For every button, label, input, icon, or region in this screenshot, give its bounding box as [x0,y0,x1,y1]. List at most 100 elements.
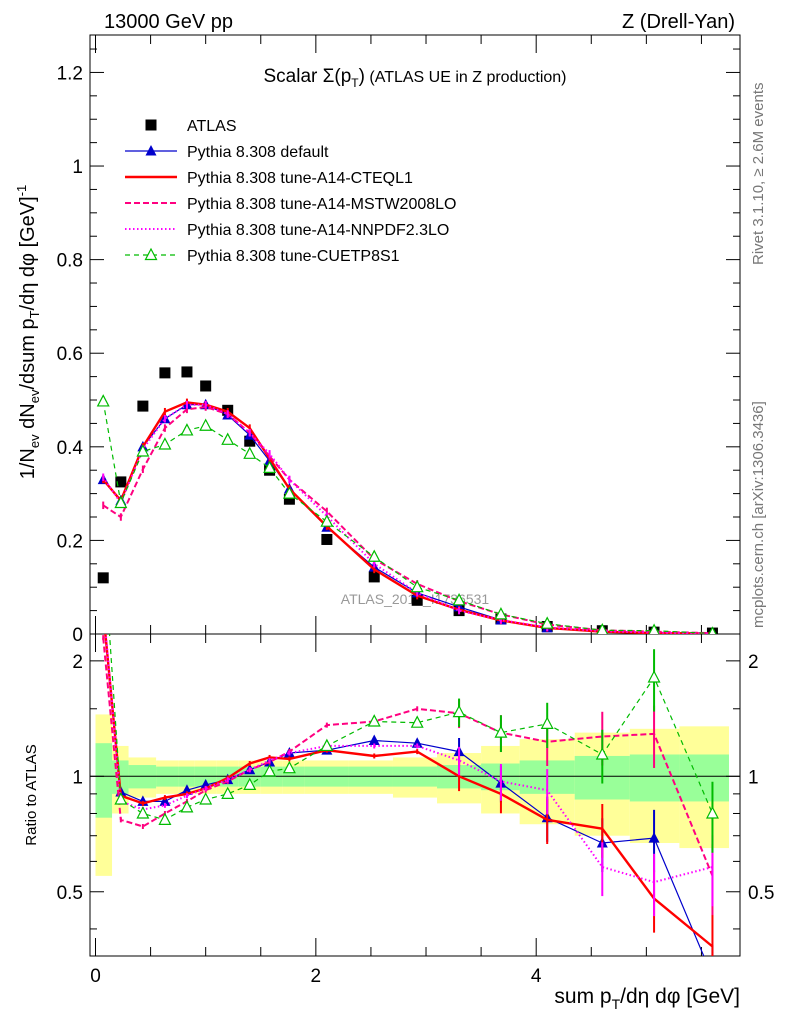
ratio-y-tick-label-right: 1 [748,767,759,788]
legend-item-cteql1: Pythia 8.308 tune-A14-CTEQL1 [125,170,413,187]
point-cuetp [367,549,381,562]
main-title-prefix: Scalar [263,66,322,87]
main-y-tick-label: 0.8 [57,251,83,272]
legend-label-cuetp: Pythia 8.308 tune-CUETP8S1 [187,248,400,265]
point-cuetp [540,616,554,629]
point-cuetp [282,760,296,774]
point-atlas [244,435,256,447]
point-cuetp [263,460,277,473]
legend-marker-cuetp [144,247,158,261]
point-cuetp [452,593,466,606]
legend-label-cteql1: Pythia 8.308 tune-A14-CTEQL1 [187,170,413,187]
legend-label-atlas: ATLAS [187,118,237,135]
main-y-tick-label: 0.4 [57,438,84,459]
main-y-tick-label: 0 [72,625,83,646]
point-cuetp [136,444,150,457]
point-atlas [283,493,295,505]
point-default [368,734,380,745]
point-cuetp [452,704,466,718]
point-cuetp [708,626,717,634]
point-cuetp [410,579,424,593]
point-cuetp [410,715,424,728]
point-cuetp [595,747,609,760]
point-cuetp [221,432,235,445]
legend: ATLAS Pythia 8.308 default Pythia 8.308 tu… [125,118,456,265]
main-title: Scalar Σ(pT) (ATLAS UE in Z production) [263,66,566,90]
legend-item-mstw: Pythia 8.308 tune-A14-MSTW2008LO [125,196,456,213]
point-cuetp [199,792,213,805]
legend-item-cuetp: Pythia 8.308 tune-CUETP8S1 [125,247,400,265]
legend-item-default: Pythia 8.308 default [125,144,329,161]
series-cuetp [96,394,717,634]
ratio-y-tick-label: 2 [72,652,83,673]
point-cuetp [540,716,554,729]
legend-item-nnpdf: Pythia 8.308 tune-A14-NNPDF2.3LO [125,222,449,239]
point-atlas [200,380,212,392]
point-atlas [368,571,380,583]
point-atlas [181,366,193,378]
ratio-y-tick-label: 1 [72,767,83,788]
header-right: Z (Drell-Yan) [622,11,735,33]
mcplots-reference-text: mcplots.cern.ch [arXiv:1306.3436] [750,401,767,628]
point-cuetp [263,764,277,777]
rivet-version-text: Rivet 3.1.10, ≥ 2.6M events [750,83,767,266]
ratio-y-tick-label: 0.5 [57,883,83,904]
series-cuetp [108,634,719,853]
point-cuetp [158,437,172,450]
legend-marker-default [145,145,157,156]
y-axis-label-main: 1/Nev dNev/dsum pT/dη dφ [GeV]-1 [14,185,42,480]
main-title-close: ) [359,66,365,87]
legend-label-nnpdf: Pythia 8.308 tune-A14-NNPDF2.3LO [187,222,449,239]
main-title-subscript: T [351,76,359,90]
main-y-tick-label: 0.6 [57,344,83,365]
legend-item-atlas: ATLAS [145,118,237,135]
point-cuetp [114,792,128,805]
band-inner-bin [95,743,113,818]
axes: 0 0.2 0.4 0.6 0.8 1 1.2 0 2 4 0.5 0.5 1 1 2 2 [57,35,774,987]
legend-marker-atlas [145,119,157,131]
point-cuetp [243,446,257,459]
header-left: 13000 GeV pp [104,11,233,33]
main-y-tick-label: 0.2 [57,531,83,552]
legend-label-mstw: Pythia 8.308 tune-A14-MSTW2008LO [187,196,456,213]
point-atlas [115,476,127,488]
point-atlas [321,533,333,545]
point-default [159,795,171,806]
point-cuetp [136,806,150,819]
point-cuetp [96,394,110,407]
point-default [98,605,109,616]
point-default [648,832,660,843]
main-title-suffix: (ATLAS UE in Z production) [365,69,567,86]
main-title-sigma: Σ(p [323,66,352,87]
point-cuetp [180,423,194,436]
point-cuetp [596,622,609,634]
point-cuetp [114,495,128,509]
point-cuetp [158,812,172,825]
main-panel-series [96,366,718,634]
x-tick-label: 0 [90,966,101,987]
ratio-y-tick-label-right: 2 [748,652,759,673]
point-cuetp [320,514,334,527]
main-y-tick-label: 1.2 [57,63,83,84]
point-cuetp [648,623,660,634]
point-cuetp [647,670,661,683]
x-tick-label: 4 [531,966,542,987]
point-cuetp [243,777,257,790]
ratio-panel-frame [89,633,741,957]
point-cuetp [282,486,296,499]
y-axis-label-ratio: Ratio to ATLAS [23,744,40,845]
point-cuetp [221,786,235,799]
point-atlas [411,594,423,606]
point-default [707,971,718,982]
ratio-y-tick-label-right: 0.5 [748,883,774,904]
point-atlas [159,367,171,379]
main-y-tick-label: 1 [72,157,83,178]
x-tick-label: 2 [311,966,322,987]
legend-label-default: Pythia 8.308 default [187,144,329,161]
point-atlas [137,400,149,412]
point-cuetp [320,738,334,752]
point-cuetp [367,714,381,727]
x-axis-label: sum pT/dη dφ [GeV] [554,985,740,1012]
point-cuetp [705,806,719,819]
